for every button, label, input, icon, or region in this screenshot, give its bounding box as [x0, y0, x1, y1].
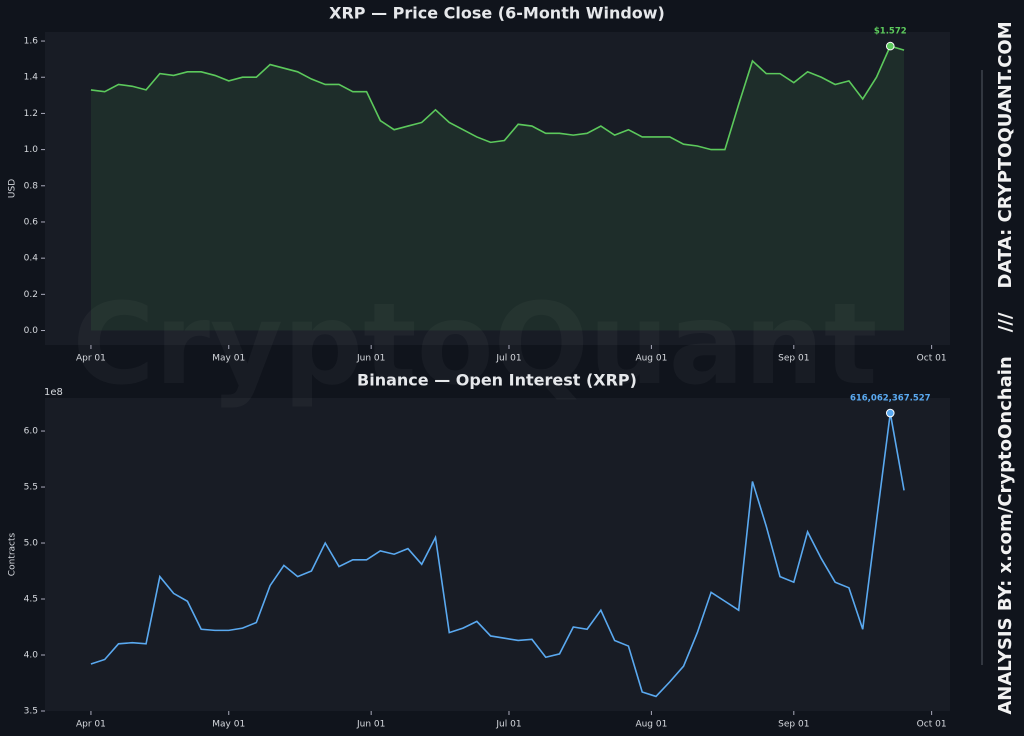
x-tick-label: Oct 01 — [917, 354, 947, 364]
x-tick-label: Jun 01 — [356, 720, 385, 730]
y-axis-label: USD — [8, 179, 18, 198]
attribution: ANALYSIS BY: x.com/CryptoOnchain /// DATA:… — [995, 21, 1016, 714]
y-tick-label: 0.0 — [24, 326, 39, 336]
separator: /// — [995, 312, 1016, 332]
y-tick-label: 0.6 — [24, 217, 39, 227]
y-tick-label: 4.5 — [24, 595, 38, 605]
x-tick-label: Apr 01 — [76, 720, 106, 730]
x-tick-label: Aug 01 — [635, 354, 667, 364]
y-tick-label: 6.0 — [24, 427, 39, 437]
y-tick-label: 0.4 — [24, 254, 39, 264]
y-tick-label: 1.4 — [24, 73, 39, 83]
y-tick-label: 1.2 — [24, 109, 38, 119]
y-tick-label: 5.0 — [24, 539, 39, 549]
x-tick-label: Oct 01 — [917, 720, 947, 730]
y-tick-label: 0.2 — [24, 290, 38, 300]
x-tick-label: Jun 01 — [356, 354, 385, 364]
line — [90, 45, 905, 151]
line — [90, 412, 905, 698]
y-offset-label: 1e8 — [44, 387, 63, 398]
y-tick-label: 1.6 — [24, 37, 39, 47]
x-tick-label: Sep 01 — [778, 720, 809, 730]
peak-label: $1.572 — [874, 27, 907, 37]
source: DATA: CRYPTOQUANT.COM — [995, 21, 1016, 288]
x-tick-label: Aug 01 — [635, 720, 667, 730]
y-tick-label: 3.5 — [24, 707, 38, 717]
chart-title: Binance — Open Interest (XRP) — [357, 371, 637, 390]
x-tick-label: Jul 01 — [495, 720, 521, 730]
y-tick-label: 1.0 — [24, 145, 39, 155]
y-tick-label: 5.5 — [24, 483, 38, 493]
peak-marker — [885, 41, 895, 51]
chart-title: XRP — Price Close (6-Month Window) — [329, 4, 665, 23]
y-tick-label: 0.8 — [24, 181, 39, 191]
x-tick-label: Sep 01 — [778, 354, 809, 364]
plot-background — [45, 398, 950, 711]
y-axis-label: Contracts — [8, 532, 18, 576]
plot-background — [45, 32, 950, 345]
x-tick-label: Apr 01 — [76, 354, 106, 364]
area — [90, 46, 905, 331]
peak-label: 616,062,367.527 — [850, 394, 931, 404]
x-tick-label: May 01 — [212, 720, 245, 730]
x-tick-label: May 01 — [212, 354, 245, 364]
x-tick-label: Jul 01 — [495, 354, 521, 364]
peak-marker — [885, 408, 895, 418]
credit: ANALYSIS BY: x.com/CryptoOnchain — [995, 356, 1016, 714]
y-tick-label: 4.0 — [24, 651, 39, 661]
